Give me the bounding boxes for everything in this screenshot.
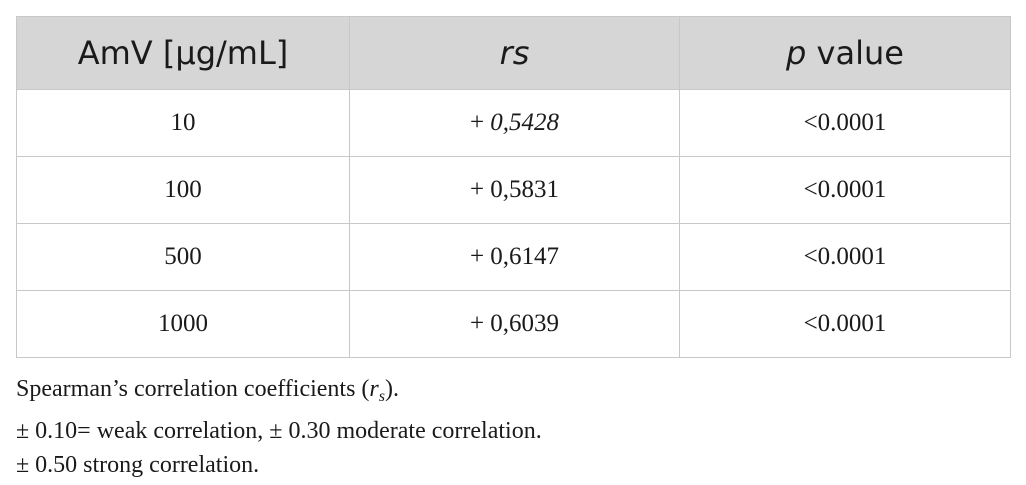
table-footnotes: Spearman’s correlation coefficients (rs)… bbox=[16, 372, 1010, 482]
header-p-value: p value bbox=[679, 16, 1011, 90]
table-row: 1000 + 0,6039 <0.0001 bbox=[16, 290, 1011, 358]
footnote-spearman-close: ). bbox=[385, 376, 399, 402]
footnote-r-symbol: r bbox=[369, 376, 379, 402]
header-amv: AmV [µg/mL] bbox=[16, 16, 350, 90]
footnote-r-subscript: s bbox=[378, 388, 385, 405]
cell-p: <0.0001 bbox=[679, 156, 1011, 224]
cell-amv: 500 bbox=[16, 223, 350, 291]
cell-amv: 1000 bbox=[16, 290, 350, 358]
table-row: 10 + 0,5428 <0.0001 bbox=[16, 89, 1011, 157]
cell-rs: + 0,5831 bbox=[349, 156, 680, 224]
cell-p: <0.0001 bbox=[679, 223, 1011, 291]
footnote-weak-moderate: ± 0.10= weak correlation, ± 0.30 moderat… bbox=[16, 418, 542, 444]
cell-rs: + 0,6039 bbox=[349, 290, 680, 358]
table-row: 500 + 0,6147 <0.0001 bbox=[16, 223, 1011, 291]
footnote-strong: ± 0.50 strong correlation. bbox=[16, 452, 260, 478]
footnote-spearman-text: Spearman’s correlation coefficients ( bbox=[16, 376, 370, 402]
header-rs-label: rs bbox=[499, 34, 530, 72]
footnote-spearman: Spearman’s correlation coefficients (rs)… bbox=[16, 372, 1010, 414]
table-header-row: AmV [µg/mL] rs p value bbox=[16, 16, 1011, 90]
correlation-table-container: AmV [µg/mL] rs p value 10 + 0,5428 <0.00… bbox=[16, 16, 1011, 358]
cell-rs: + 0,5428 bbox=[349, 89, 680, 157]
cell-p: <0.0001 bbox=[679, 290, 1011, 358]
cell-p: <0.0001 bbox=[679, 89, 1011, 157]
header-value-label: value bbox=[806, 34, 904, 72]
header-p-label: p bbox=[786, 34, 807, 72]
cell-amv: 100 bbox=[16, 156, 350, 224]
header-rs: rs bbox=[349, 16, 680, 90]
cell-rs: + 0,6147 bbox=[349, 223, 680, 291]
table-row: 100 + 0,5831 <0.0001 bbox=[16, 156, 1011, 224]
cell-rs-value: 0,5428 bbox=[490, 109, 560, 136]
cell-rs-sign: + bbox=[469, 109, 491, 136]
correlation-table: AmV [µg/mL] rs p value 10 + 0,5428 <0.00… bbox=[16, 16, 1011, 358]
cell-amv: 10 bbox=[16, 89, 350, 157]
